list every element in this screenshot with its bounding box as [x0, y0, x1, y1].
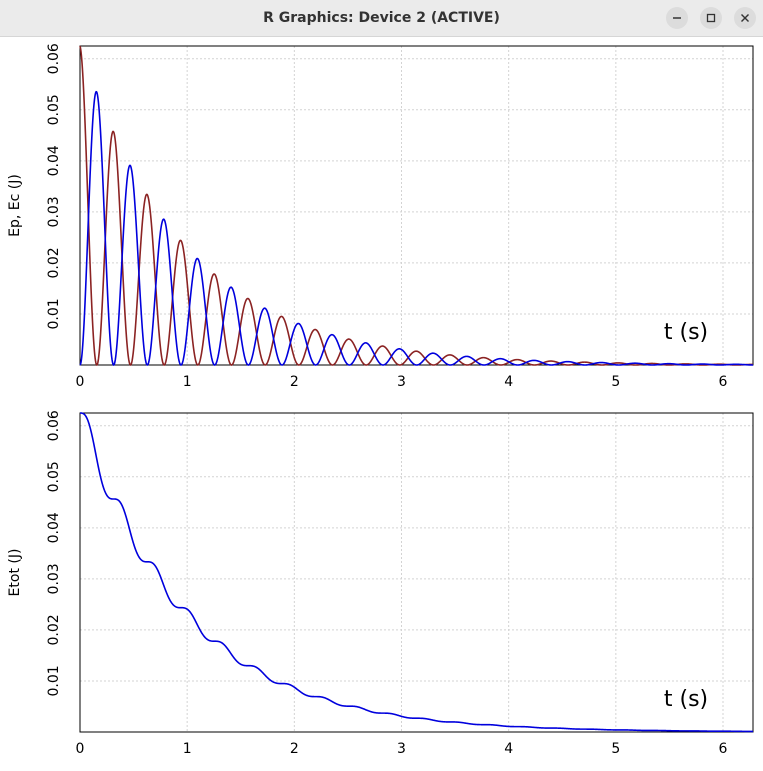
chart-2: 0 1 2 3 4 5 6 0.01 0.02 0.03 0.04 0.05 0.06 Etot (J) t…: [7, 410, 754, 757]
maximize-icon: [706, 13, 716, 23]
plot-box: [79, 412, 754, 733]
x-tick-label: 2: [290, 741, 299, 757]
close-button[interactable]: [734, 7, 756, 29]
x-tick-label: 1: [183, 374, 192, 390]
y-tick-label: 0.02: [46, 247, 62, 278]
time-unit-annotation: t (s): [664, 320, 708, 345]
y-tick-label: 0.01: [46, 665, 62, 696]
y-tick-label: 0.05: [46, 94, 62, 125]
y-tick-label: 0.02: [46, 614, 62, 645]
window-titlebar[interactable]: R Graphics: Device 2 (ACTIVE): [0, 0, 763, 37]
minimize-icon: [673, 17, 681, 19]
y-tick-label: 0.03: [46, 196, 62, 227]
series-line-ec: [79, 90, 753, 366]
x-tick-label: 3: [397, 374, 406, 390]
x-tick-label: 0: [76, 741, 85, 757]
y-axis-label: Ep, Ec (J): [7, 174, 23, 237]
x-tick-label: 1: [183, 741, 192, 757]
x-tick-label: 3: [397, 741, 406, 757]
close-icon: [741, 14, 749, 22]
y-tick-label: 0.06: [46, 43, 62, 74]
plots-svg: 0 1 2 3 4 5 6 0.01 0.02 0.03 0.04 0.05 0.06 Ep, Ec (J…: [7, 43, 754, 757]
x-tick-label: 5: [611, 374, 620, 390]
window-title: R Graphics: Device 2 (ACTIVE): [263, 10, 500, 26]
x-tick-label: 5: [611, 741, 620, 757]
y-tick-label: 0.01: [46, 298, 62, 329]
x-tick-label: 4: [504, 374, 513, 390]
time-unit-annotation: t (s): [664, 687, 708, 712]
y-axis-label: Etot (J): [7, 549, 23, 597]
x-tick-label: 6: [719, 741, 728, 757]
x-tick-label: 2: [290, 374, 299, 390]
x-tick-label: 4: [504, 741, 513, 757]
series-line-ep: [79, 45, 753, 367]
y-tick-label: 0.04: [46, 512, 62, 543]
maximize-button[interactable]: [700, 7, 722, 29]
y-tick-label: 0.05: [46, 461, 62, 492]
y-tick-label: 0.06: [46, 410, 62, 441]
graphics-device-canvas: 0 1 2 3 4 5 6 0.01 0.02 0.03 0.04 0.05 0.06 Ep, Ec (J…: [0, 37, 763, 771]
series-line-etot: [80, 412, 753, 733]
y-tick-label: 0.03: [46, 563, 62, 594]
minimize-button[interactable]: [666, 7, 688, 29]
plot-box: [79, 45, 754, 366]
x-tick-label: 0: [76, 374, 85, 390]
chart-1: 0 1 2 3 4 5 6 0.01 0.02 0.03 0.04 0.05 0.06 Ep, Ec (J…: [7, 43, 754, 390]
x-tick-label: 6: [719, 374, 728, 390]
y-tick-label: 0.04: [46, 145, 62, 176]
